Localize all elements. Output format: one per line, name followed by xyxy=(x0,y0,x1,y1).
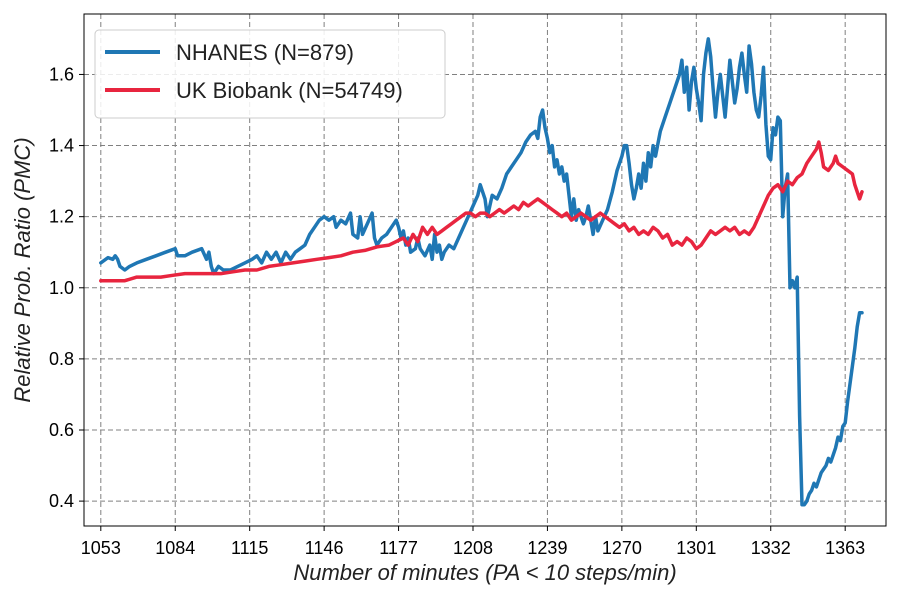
series-line-uk-biobank xyxy=(99,140,864,283)
y-tick-label: 1.6 xyxy=(49,64,74,84)
grid-lines xyxy=(84,14,886,526)
y-tick-label: 0.6 xyxy=(49,420,74,440)
plot-frame xyxy=(83,13,887,527)
x-axis-ticks: 1053 1084 1115 1146 1177 1208 1239 1270 1301 1332… xyxy=(81,526,865,558)
x-tick-label: 1208 xyxy=(453,538,493,558)
y-tick-label: 1.0 xyxy=(49,278,74,298)
x-tick-label: 1053 xyxy=(81,538,121,558)
legend: NHANES (N=879) UK Biobank (N=54749) xyxy=(94,29,446,119)
x-tick-label: 1301 xyxy=(676,538,716,558)
x-tick-label: 1146 xyxy=(305,538,344,558)
x-tick-label: 1363 xyxy=(825,538,865,558)
x-tick-label: 1115 xyxy=(231,538,268,558)
x-tick-label: 1084 xyxy=(155,538,195,558)
y-axis-title: Relative Prob. Ratio (PMC) xyxy=(10,137,35,402)
legend-label-nhanes: NHANES (N=879) xyxy=(176,40,354,65)
y-tick-label: 1.4 xyxy=(49,136,74,156)
x-tick-label: 1270 xyxy=(602,538,642,558)
x-axis-title: Number of minutes (PA < 10 steps/min) xyxy=(293,560,676,585)
y-tick-label: 1.2 xyxy=(49,207,74,227)
x-tick-label: 1177 xyxy=(379,538,418,558)
legend-box xyxy=(94,29,446,119)
y-tick-label: 0.8 xyxy=(49,349,74,369)
x-tick-label: 1332 xyxy=(751,538,791,558)
series-line-nhanes xyxy=(99,37,864,507)
legend-label-uk-biobank: UK Biobank (N=54749) xyxy=(176,78,403,103)
x-tick-label: 1239 xyxy=(527,538,567,558)
series-lines xyxy=(99,37,864,507)
y-tick-label: 0.4 xyxy=(49,491,74,511)
y-axis-ticks: 0.4 0.6 0.8 1.0 1.2 1.4 1.6 xyxy=(49,64,84,511)
